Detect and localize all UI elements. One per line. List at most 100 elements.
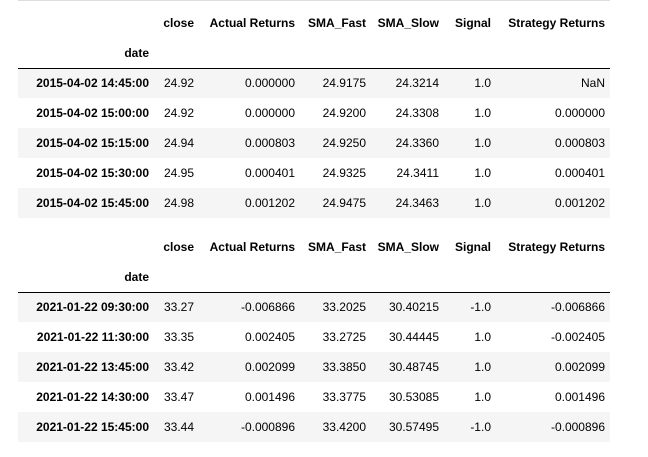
cell-actual-returns: 0.001202	[244, 196, 295, 210]
cell-strategy-returns: 0.001496	[554, 390, 605, 404]
table-row: 2015-04-02 15:30:00 24.95 0.000401 24.93…	[18, 158, 610, 188]
cell-signal: 1.0	[474, 360, 491, 374]
table-row: 2015-04-02 14:45:00 24.92 0.000000 24.91…	[18, 68, 610, 98]
cell-close: 33.47	[163, 390, 194, 404]
cell-close: 33.42	[163, 360, 194, 374]
cell-actual-returns: 0.000000	[244, 76, 295, 91]
table-row: 2015-04-02 15:15:00 24.94 0.000803 24.92…	[18, 128, 610, 158]
cell-sma-slow: 30.53085	[388, 390, 439, 404]
cell-sma-slow: 30.57495	[388, 420, 439, 434]
cell-close: 24.94	[163, 136, 194, 150]
index-name-label: date	[18, 38, 154, 69]
cell-sma-slow: 24.3463	[395, 196, 439, 210]
row-index-date: 2015-04-02 15:00:00	[36, 106, 149, 120]
cell-actual-returns: 0.001496	[244, 390, 295, 404]
cell-sma-fast: 33.3850	[322, 360, 366, 374]
cell-sma-fast: 33.2025	[322, 300, 366, 315]
cell-actual-returns: -0.000896	[240, 420, 295, 434]
cell-sma-fast: 24.9475	[322, 196, 366, 210]
column-header: Signal	[454, 240, 491, 254]
row-index-date: 2021-01-22 14:30:00	[36, 390, 149, 404]
cell-sma-fast: 24.9200	[322, 106, 366, 120]
cell-close: 24.92	[163, 106, 194, 120]
cell-close: 33.35	[163, 330, 194, 344]
cell-sma-fast: 33.4200	[322, 420, 366, 434]
cell-actual-returns: -0.006866	[240, 300, 295, 315]
output-cell-top-border	[18, 0, 610, 1]
row-index-date: 2015-04-02 15:45:00	[36, 196, 149, 210]
cell-signal: -1.0	[470, 420, 491, 434]
cell-actual-returns: 0.002099	[244, 360, 295, 374]
cell-signal: 1.0	[474, 330, 491, 344]
row-index-date: 2021-01-22 13:45:00	[36, 360, 149, 374]
dataframe-tail-table: close Actual Returns SMA_Fast SMA_Slow S…	[18, 232, 610, 442]
cell-strategy-returns: 0.000401	[554, 166, 605, 180]
cell-sma-slow: 30.40215	[388, 300, 439, 315]
index-name-row: date	[18, 38, 610, 69]
cell-signal: -1.0	[470, 300, 491, 315]
row-index-date: 2021-01-22 09:30:00	[36, 300, 149, 315]
cell-sma-slow: 24.3411	[396, 166, 440, 180]
cell-strategy-returns: -0.006866	[550, 300, 605, 315]
cell-strategy-returns: 0.000803	[554, 136, 605, 150]
cell-signal: 1.0	[474, 166, 491, 180]
index-name-label: date	[18, 262, 154, 293]
index-name-row: date	[18, 262, 610, 293]
cell-strategy-returns: 0.000000	[554, 106, 605, 120]
cell-close: 24.92	[163, 76, 194, 91]
table-row: 2021-01-22 15:45:00 33.44 -0.000896 33.4…	[18, 412, 610, 442]
cell-sma-slow: 30.48745	[388, 360, 439, 374]
cell-sma-slow: 24.3360	[395, 136, 439, 150]
column-header: SMA_Fast	[307, 16, 366, 30]
row-index-date: 2015-04-02 15:15:00	[36, 136, 149, 150]
column-header-row: close Actual Returns SMA_Fast SMA_Slow S…	[18, 232, 610, 262]
cell-signal: 1.0	[474, 196, 491, 210]
cell-close: 33.27	[163, 300, 194, 315]
cell-actual-returns: 0.000401	[244, 166, 295, 180]
cell-signal: 1.0	[474, 390, 491, 404]
column-header: Strategy Returns	[508, 16, 605, 30]
cell-actual-returns: 0.002405	[244, 330, 295, 344]
table-row: 2021-01-22 11:30:00 33.35 0.002405 33.27…	[18, 322, 610, 352]
cell-sma-fast: 24.9325	[322, 166, 366, 180]
dataframe-head-table: close Actual Returns SMA_Fast SMA_Slow S…	[18, 8, 610, 218]
index-header-blank	[18, 8, 154, 38]
cell-strategy-returns: NaN	[580, 76, 605, 91]
cell-actual-returns: 0.000803	[244, 136, 295, 150]
column-header: Actual Returns	[209, 240, 295, 254]
column-header: close	[163, 240, 194, 254]
cell-sma-fast: 33.2725	[322, 330, 366, 344]
table-row: 2021-01-22 13:45:00 33.42 0.002099 33.38…	[18, 352, 610, 382]
row-index-date: 2021-01-22 15:45:00	[36, 420, 149, 434]
cell-signal: 1.0	[474, 106, 491, 120]
index-header-blank	[18, 232, 154, 262]
cell-sma-slow: 24.3214	[395, 76, 439, 91]
cell-close: 24.95	[163, 166, 194, 180]
cell-signal: 1.0	[474, 76, 491, 91]
cell-signal: 1.0	[474, 136, 491, 150]
row-index-date: 2015-04-02 14:45:00	[36, 76, 149, 91]
row-index-date: 2015-04-02 15:30:00	[36, 166, 149, 180]
column-header: SMA_Fast	[307, 240, 366, 254]
column-header: SMA_Slow	[377, 16, 439, 30]
table-row: 2015-04-02 15:45:00 24.98 0.001202 24.94…	[18, 188, 610, 218]
cell-actual-returns: 0.000000	[244, 106, 295, 120]
cell-strategy-returns: 0.001202	[554, 196, 605, 210]
column-header: close	[163, 16, 194, 30]
row-index-date: 2021-01-22 11:30:00	[36, 330, 149, 344]
cell-sma-fast: 33.3775	[322, 390, 366, 404]
column-header: Signal	[454, 16, 491, 30]
cell-sma-fast: 24.9250	[322, 136, 366, 150]
cell-sma-slow: 24.3308	[395, 106, 439, 120]
table-row: 2015-04-02 15:00:00 24.92 0.000000 24.92…	[18, 98, 610, 128]
cell-strategy-returns: -0.000896	[550, 420, 605, 434]
table-row: 2021-01-22 09:30:00 33.27 -0.006866 33.2…	[18, 292, 610, 322]
column-header: Strategy Returns	[508, 240, 605, 254]
column-header: Actual Returns	[209, 16, 295, 30]
cell-sma-slow: 30.44445	[388, 330, 439, 344]
cell-close: 24.98	[163, 196, 194, 210]
column-header: SMA_Slow	[377, 240, 439, 254]
column-header-row: close Actual Returns SMA_Fast SMA_Slow S…	[18, 8, 610, 38]
cell-strategy-returns: 0.002099	[554, 360, 605, 374]
cell-strategy-returns: -0.002405	[550, 330, 605, 344]
